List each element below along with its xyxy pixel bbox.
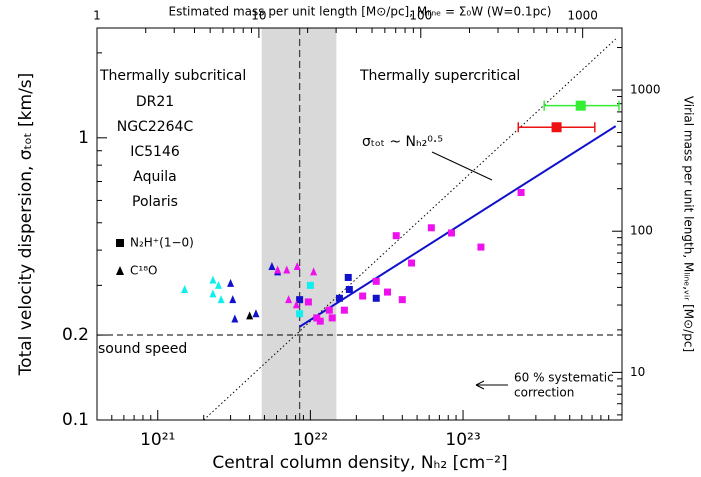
square-marker <box>359 292 367 300</box>
square-marker <box>304 298 312 306</box>
relation-line <box>203 38 617 420</box>
triangle-marker <box>229 295 237 304</box>
square-marker <box>477 243 485 251</box>
y2-tick-label: 1000 <box>630 83 661 97</box>
arrow <box>431 151 493 181</box>
legend-label: Aquila <box>133 169 176 185</box>
plot-frame <box>96 27 623 421</box>
square-marker <box>408 259 416 267</box>
square-marker <box>306 281 314 289</box>
square-marker <box>427 224 435 232</box>
annotation: 60 % systematic <box>514 371 614 385</box>
x-tick-label: 10²³ <box>445 430 480 450</box>
square-marker <box>575 100 586 111</box>
triangle-marker <box>116 266 124 275</box>
square-marker <box>116 239 124 247</box>
square-marker <box>296 296 304 304</box>
y-tick-label: 1 <box>78 128 89 148</box>
square-marker <box>335 294 343 302</box>
y-axis-title: Total velocity dispersion, σₜₒₜ [km/s] <box>16 73 36 377</box>
y-tick-label: 0.1 <box>62 410 89 430</box>
triangle-marker <box>227 278 235 287</box>
y2-tick-label: 100 <box>630 224 653 238</box>
triangle-marker <box>310 267 318 276</box>
square-marker <box>447 229 455 237</box>
square-marker <box>345 286 353 294</box>
triangle-marker <box>214 280 222 289</box>
square-marker <box>328 314 336 322</box>
legend-label: DR21 <box>136 94 174 110</box>
square-marker <box>398 296 406 304</box>
triangle-marker <box>209 275 217 284</box>
fit-line <box>299 125 617 328</box>
triangle-marker <box>293 261 301 270</box>
triangle-marker <box>246 311 254 320</box>
square-marker <box>517 189 525 197</box>
x-tick-label: 10²¹ <box>140 430 175 450</box>
triangle-marker <box>274 265 282 274</box>
triangle-marker <box>181 285 189 294</box>
square-marker <box>316 317 324 325</box>
square-marker <box>296 310 304 318</box>
square-marker <box>372 277 380 285</box>
square-marker <box>313 314 321 322</box>
annotation: Thermally subcritical <box>99 68 246 84</box>
triangle-marker <box>209 289 217 298</box>
triangle-marker <box>285 295 293 304</box>
legend-label: IC5146 <box>130 144 180 160</box>
annotation: correction <box>514 386 574 400</box>
legend-label: C¹⁸O <box>130 264 157 278</box>
y-tick-label: 0.2 <box>62 325 89 345</box>
x2-tick-label: 10 <box>251 9 266 23</box>
x2-tick-label: 1000 <box>567 9 598 23</box>
legend-label: NGC2264C <box>117 119 194 135</box>
arrow-head <box>475 380 485 390</box>
y2-tick-label: 10 <box>630 365 645 379</box>
triangle-marker <box>292 300 300 309</box>
square-marker <box>372 294 380 302</box>
legend-label: Polaris <box>132 194 178 210</box>
legend-label: N₂H⁺(1−0) <box>130 236 194 250</box>
triangle-marker <box>252 309 260 318</box>
square-marker <box>551 122 562 133</box>
square-marker <box>340 306 348 314</box>
square-marker <box>392 232 400 240</box>
annotation: σₜₒₜ ~ Nₕ₂⁰·⁵ <box>362 134 443 150</box>
triangle-marker <box>268 261 276 270</box>
square-marker <box>344 273 352 281</box>
square-marker <box>383 288 391 296</box>
x-axis-title: Central column density, Nₕ₂ [cm⁻²] <box>212 453 507 473</box>
x2-tick-label: 100 <box>409 9 432 23</box>
top-axis-title: Estimated mass per unit length [M⊙/pc], … <box>169 5 552 19</box>
triangle-marker <box>217 295 225 304</box>
annotation: Thermally supercritical <box>359 68 520 84</box>
y2-axis-title: Virial mass per unit length, Mₗᵢₙₑ,ᵥᵢᵣ [… <box>682 96 696 352</box>
triangle-marker <box>283 265 291 274</box>
triangle-marker <box>231 314 239 323</box>
x-tick-label: 10²² <box>293 430 328 450</box>
annotation: sound speed <box>98 341 187 357</box>
square-marker <box>325 306 333 314</box>
x2-tick-label: 1 <box>93 9 101 23</box>
